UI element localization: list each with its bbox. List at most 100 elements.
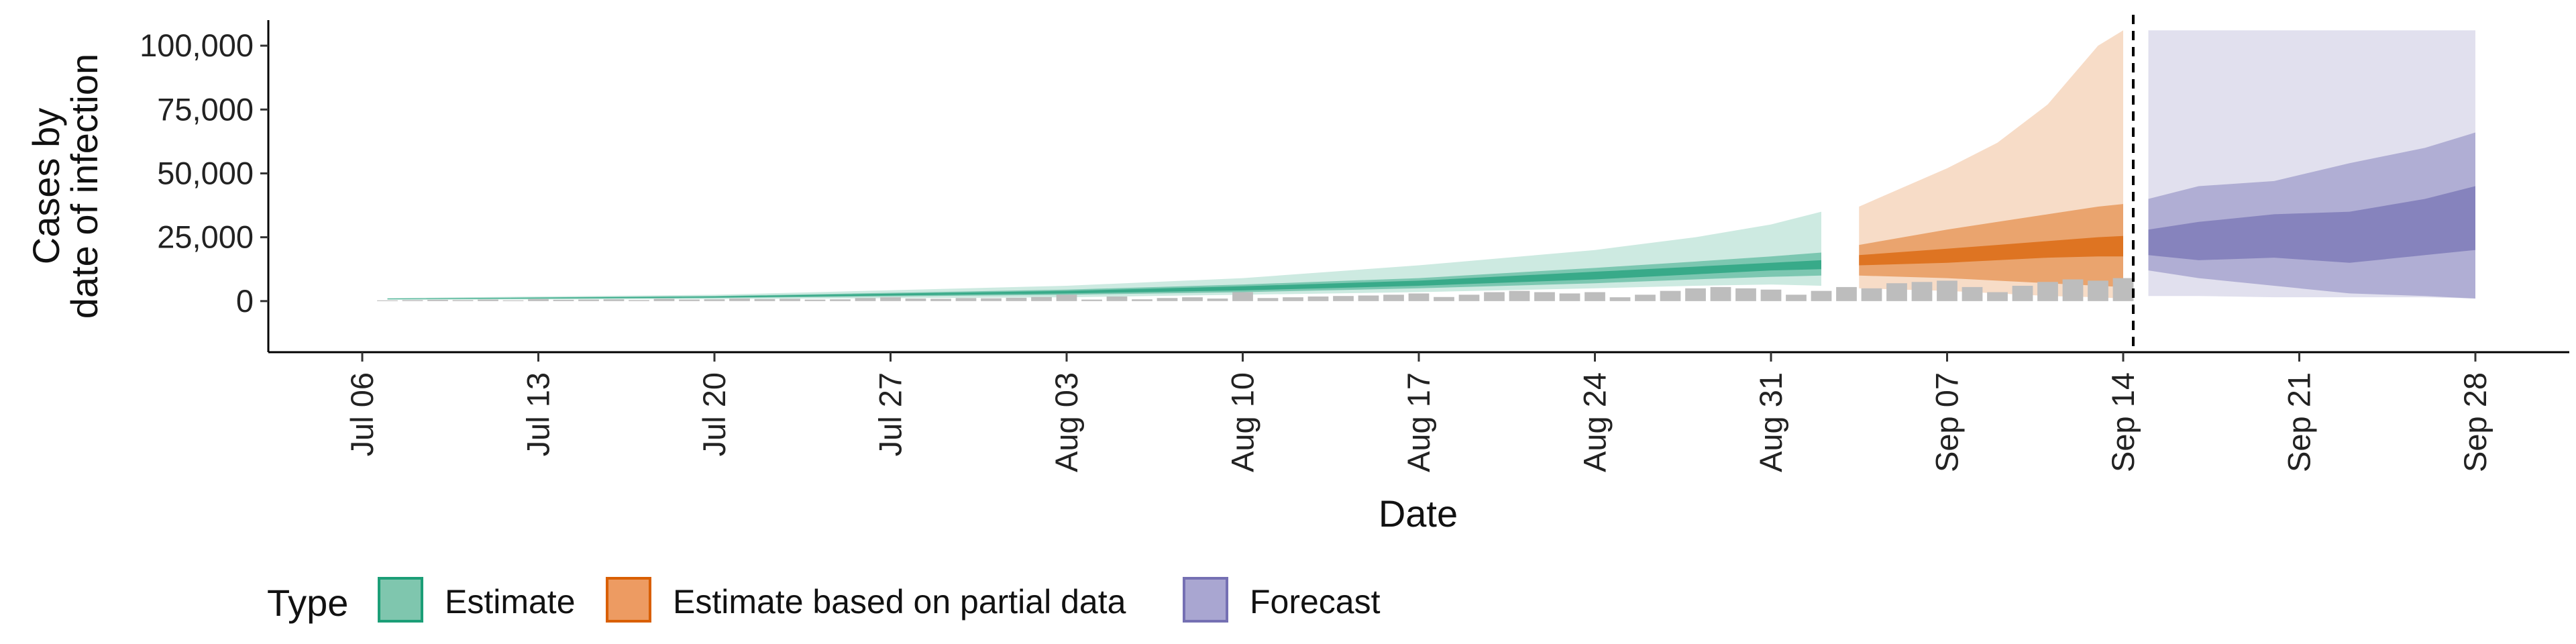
observed-bar <box>1408 293 1430 301</box>
legend-swatch <box>1183 577 1228 623</box>
credible-interval-bands <box>387 30 2475 300</box>
y-axis-title-line-1: Cases by <box>25 108 67 264</box>
observed-bar <box>1886 283 1907 301</box>
x-tick-label: Jul 06 <box>344 372 380 456</box>
observed-bar <box>1207 299 1228 301</box>
observed-bar <box>1811 290 1832 301</box>
observed-bar <box>427 299 448 301</box>
legend-title: Type <box>267 582 348 624</box>
observed-bar <box>1660 290 1681 301</box>
band-forecast-p20 <box>2148 186 2475 263</box>
observed-bar <box>1056 294 1077 301</box>
legend-label: Forecast <box>1250 583 1381 621</box>
y-tick-label: 25,000 <box>157 219 254 255</box>
observed-bar <box>478 299 498 301</box>
observed-bar <box>1635 294 1656 301</box>
legend-item-forecast: Forecast <box>1183 577 1381 623</box>
observed-bar <box>1735 288 1756 301</box>
legend-item-estimate: Estimate <box>378 577 576 623</box>
observed-bar <box>679 299 700 301</box>
observed-bar <box>1307 296 1329 301</box>
observed-bar <box>1006 297 1027 301</box>
observed-bar <box>553 299 574 301</box>
observed-bar <box>1509 290 1530 301</box>
legend-swatch <box>606 577 651 623</box>
observed-bar <box>2037 282 2058 301</box>
observed-bar <box>1559 293 1580 301</box>
observed-bar <box>1333 296 1354 301</box>
observed-bar <box>855 298 876 301</box>
observed-bar <box>1358 295 1379 301</box>
observed-bar <box>1962 286 1983 301</box>
observed-bar <box>1182 297 1203 301</box>
y-tick-label: 100,000 <box>140 28 254 63</box>
observed-bar <box>578 299 599 301</box>
observed-bar <box>930 299 951 301</box>
observed-bar <box>402 300 423 301</box>
observed-bar <box>1257 298 1279 301</box>
observed-bar <box>704 299 725 301</box>
band-estimate-p90 <box>387 211 1821 300</box>
observed-bar <box>905 299 926 301</box>
x-tick-label: Aug 10 <box>1225 372 1260 472</box>
observed-bar <box>2062 279 2084 301</box>
observed-bar <box>653 299 675 301</box>
observed-bar <box>1106 296 1128 301</box>
observed-bar <box>729 299 750 301</box>
observed-bar <box>1685 288 1706 301</box>
observed-bar <box>1937 280 1957 301</box>
observed-bar <box>1383 294 1404 301</box>
observed-bar <box>2012 286 2033 301</box>
observed-bar <box>1283 297 1303 301</box>
observed-bar <box>2088 280 2108 301</box>
legend-label: Estimate based on partial data <box>673 583 1126 621</box>
y-tick-label: 0 <box>236 283 254 319</box>
y-tick-label: 75,000 <box>157 91 254 127</box>
observed-bar <box>528 299 549 301</box>
x-tick-label: Aug 03 <box>1049 372 1084 472</box>
observed-bar <box>830 299 851 301</box>
observed-bar <box>1987 292 2008 301</box>
observed-bar <box>1710 286 1731 301</box>
observed-bar <box>452 300 474 301</box>
legend-items: Estimate Estimate based on partial data Fo… <box>378 577 1381 623</box>
band-estimate-p20 <box>387 260 1821 299</box>
y-axis-title-line-2: date of infection <box>63 54 105 319</box>
observed-bar <box>1836 286 1857 301</box>
band-estimate-based-on-partial-data-p90 <box>1859 30 2123 299</box>
axes: 0 25,000 50,000 75,000 100,000 Jul 06 Jul 13 J… <box>140 20 2569 472</box>
observed-bar <box>1081 299 1102 301</box>
x-tick-label: Jul 13 <box>521 372 556 456</box>
observed-bar <box>2112 278 2134 301</box>
x-tick-label: Sep 28 <box>2457 372 2493 472</box>
x-tick-label: Sep 21 <box>2282 372 2317 472</box>
x-tick-label: Aug 31 <box>1753 372 1788 472</box>
legend-label: Estimate <box>445 583 576 621</box>
observed-bar <box>981 298 1002 301</box>
observed-bar <box>1031 297 1052 301</box>
observed-bar <box>1534 292 1555 301</box>
band-estimate-based-on-partial-data-p20 <box>1859 235 2123 266</box>
x-tick-label: Aug 17 <box>1401 372 1436 472</box>
observed-bar <box>1609 297 1631 301</box>
x-tick-label: Jul 20 <box>696 372 732 456</box>
x-tick-label: Sep 14 <box>2105 372 2141 472</box>
legend-swatch <box>378 577 423 623</box>
plot-area <box>377 15 2475 352</box>
observed-bar <box>955 298 977 301</box>
x-tick-label: Aug 24 <box>1577 372 1613 472</box>
observed-bar <box>804 299 826 301</box>
legend-item-estimate-based-on-partial-data: Estimate based on partial data <box>606 577 1126 623</box>
y-tick-label: 50,000 <box>157 155 254 191</box>
observed-bar <box>1458 294 1480 301</box>
legend: Type Estimate Estimate based on partial d… <box>267 577 1381 624</box>
observed-bar <box>780 299 800 301</box>
y-axis-ticks: 0 25,000 50,000 75,000 100,000 <box>140 28 268 319</box>
observed-bar <box>1232 292 1253 301</box>
observed-bar <box>603 299 625 301</box>
observed-bar <box>880 297 901 301</box>
observed-bar <box>1786 294 1807 301</box>
observed-bar <box>1157 298 1178 301</box>
x-axis-ticks: Jul 06 Jul 13 Jul 20 Jul 27 Aug 03 Aug 10 Aug … <box>344 352 2493 472</box>
